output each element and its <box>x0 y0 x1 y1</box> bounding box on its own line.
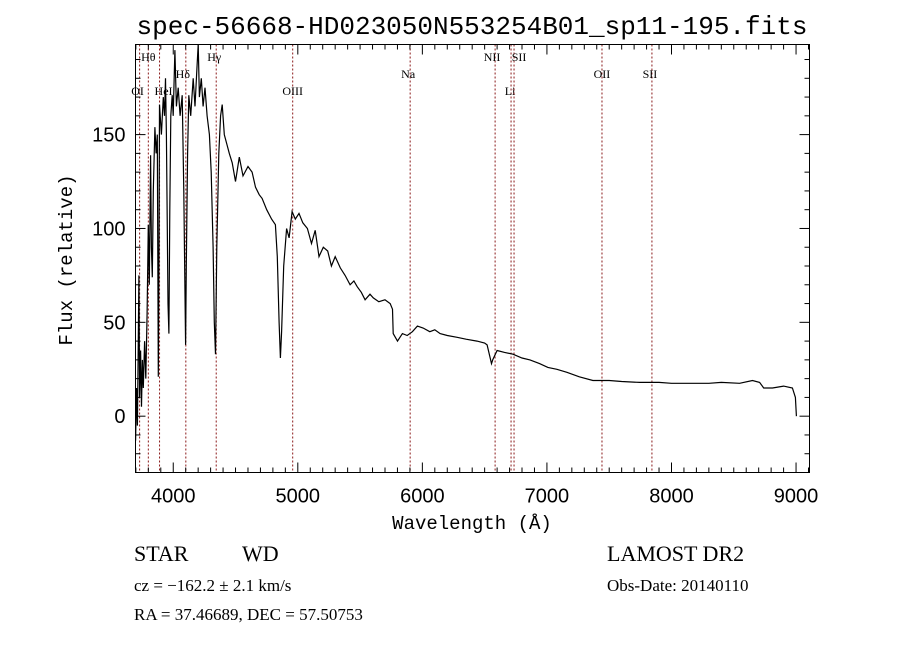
line-marker-label: Hθ <box>141 50 156 64</box>
line-marker-label: Na <box>401 67 416 81</box>
chart-title: spec-56668-HD023050N553254B01_sp11-195.f… <box>137 12 808 42</box>
y-tick-label: 0 <box>114 406 125 428</box>
series-layer <box>135 44 797 441</box>
coordinates: RA = 37.46689, DEC = 57.50753 <box>134 605 363 624</box>
y-tick-label: 150 <box>92 125 125 147</box>
line-marker-label: SII <box>643 67 658 81</box>
line-marker-label: OII <box>594 67 611 81</box>
line-marker-label: SII <box>512 50 527 64</box>
line-marker-label: Hδ <box>176 67 191 81</box>
line-marker-label: OIII <box>282 84 303 98</box>
line-marker-label: NII <box>484 50 501 64</box>
spectrum-line <box>135 44 797 441</box>
line-marker-label: Li <box>505 84 516 98</box>
y-axis-label: Flux (relative) <box>56 174 78 345</box>
plot-frame <box>135 44 810 473</box>
y-tick-label: 50 <box>103 312 125 334</box>
line-marker-label: Hγ <box>207 50 222 64</box>
x-tick-label: 8000 <box>649 486 694 508</box>
x-tick-label: 4000 <box>151 486 196 508</box>
x-tick-label: 5000 <box>276 486 321 508</box>
x-axis-label: Wavelength (Å) <box>392 513 552 535</box>
x-tick-label: 7000 <box>525 486 570 508</box>
line-marker-label: OI <box>131 84 144 98</box>
line-marker-label: HeI <box>155 84 173 98</box>
x-tick-label: 9000 <box>774 486 819 508</box>
survey-name: LAMOST DR2 <box>607 541 744 566</box>
axis-ticks: 4000 5000 6000 7000 8000 9000 0 50 100 150 <box>92 44 819 508</box>
x-tick-label: 6000 <box>400 486 445 508</box>
redshift-velocity: cz = −162.2 ± 2.1 km/s <box>134 576 291 595</box>
object-subclass: WD <box>242 541 279 566</box>
observation-date: Obs-Date: 20140110 <box>607 576 749 595</box>
object-class: STAR <box>134 541 189 566</box>
y-tick-label: 100 <box>92 218 125 240</box>
